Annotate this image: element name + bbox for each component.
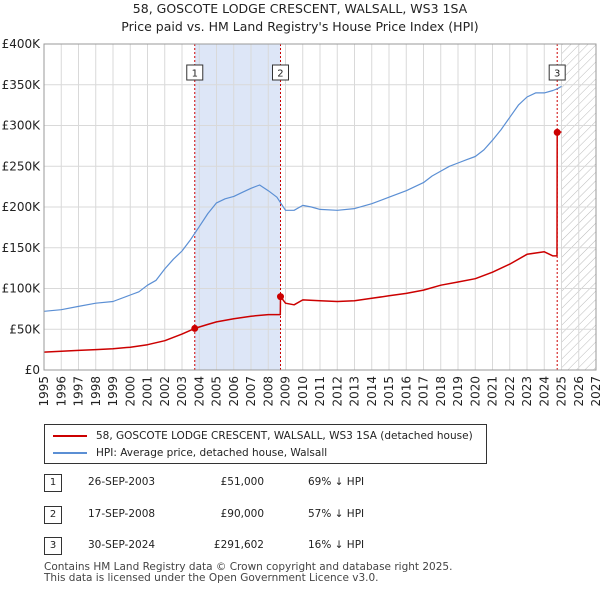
y-tick-label: £200K xyxy=(2,200,42,214)
legend-label-property: 58, GOSCOTE LODGE CRESCENT, WALSALL, WS3… xyxy=(96,430,473,442)
x-tick-label: 2013 xyxy=(348,376,362,407)
x-tick-label: 2017 xyxy=(417,376,431,407)
hpi-series-line xyxy=(43,85,562,312)
title-line-1: 58, GOSCOTE LODGE CRESCENT, WALSALL, WS3… xyxy=(132,1,468,16)
y-tick-label: £350K xyxy=(2,78,42,92)
sale-number: 2 xyxy=(44,506,62,524)
sale-3-label-text: 3 xyxy=(554,69,560,80)
x-tick-label: 2021 xyxy=(486,376,500,407)
x-tick-label: 2016 xyxy=(399,376,413,407)
legend-label-hpi: HPI: Average price, detached house, Wals… xyxy=(96,447,328,459)
sale-hpi-diff: 69% ↓ HPI xyxy=(308,476,365,488)
x-tick-label: 2011 xyxy=(313,376,327,407)
x-tick-label: 2018 xyxy=(434,376,448,407)
sale-price: £90,000 xyxy=(220,508,264,520)
x-tick-label: 2008 xyxy=(261,376,275,407)
sale-1-label-box xyxy=(186,64,204,81)
x-tick-label: 2005 xyxy=(210,376,224,407)
x-tick-label: 2012 xyxy=(330,376,344,407)
y-tick-label: £0 xyxy=(25,363,40,377)
sale-2-point xyxy=(276,293,284,301)
x-tick-label: 2024 xyxy=(537,376,551,407)
sale-2-label-box xyxy=(271,64,289,81)
x-tick-label: 2019 xyxy=(451,376,465,407)
legend-swatch-red xyxy=(53,435,87,437)
sale-1-label-text: 1 xyxy=(192,69,198,80)
y-tick-label: £400K xyxy=(2,38,42,51)
x-tick-label: 2002 xyxy=(158,376,172,407)
sale-date: 26-SEP-2003 xyxy=(88,476,156,488)
sale-hpi-diff: 57% ↓ HPI xyxy=(308,508,365,520)
sale-3-point xyxy=(553,128,561,136)
x-tick-label: 2009 xyxy=(279,376,293,407)
x-tick-label: 2015 xyxy=(382,376,396,407)
sale-number: 3 xyxy=(44,537,62,555)
x-tick-label: 2001 xyxy=(141,376,155,407)
sale-number: 1 xyxy=(44,474,62,492)
sale-price: £51,000 xyxy=(220,476,264,488)
x-tick-label: 2010 xyxy=(296,376,310,407)
footer-line-2: This data is licensed under the Open Gov… xyxy=(44,572,379,584)
x-tick-label: 2020 xyxy=(468,376,482,407)
legend-item-hpi: HPI: Average price, detached house, Wals… xyxy=(53,445,327,461)
y-tick-label: £250K xyxy=(2,159,42,173)
x-tick-label: 2007 xyxy=(244,376,258,407)
legend-item-property: 58, GOSCOTE LODGE CRESCENT, WALSALL, WS3… xyxy=(53,428,473,444)
x-tick-label: 2004 xyxy=(192,376,206,407)
sale-row-3: 3 30-SEP-2024 £291,602 16% ↓ HPI xyxy=(44,537,464,555)
sale-row-1: 1 26-SEP-2003 £51,000 69% ↓ HPI xyxy=(44,474,464,492)
y-tick-label: £300K xyxy=(2,119,42,133)
plot-border xyxy=(43,43,597,371)
footer-attribution: Contains HM Land Registry data © Crown c… xyxy=(44,562,452,584)
title-line-2: Price paid vs. HM Land Registry's House … xyxy=(121,19,479,34)
property-series-line xyxy=(43,131,562,353)
x-tick-label: 2003 xyxy=(175,376,189,407)
x-tick-label: 2006 xyxy=(227,376,241,407)
x-tick-label: 2026 xyxy=(572,376,586,407)
sale-2-label-text: 2 xyxy=(277,69,283,80)
legend: 58, GOSCOTE LODGE CRESCENT, WALSALL, WS3… xyxy=(44,424,487,464)
x-tick-label: 2023 xyxy=(520,376,534,407)
x-tick-label: 2025 xyxy=(555,376,569,407)
sale-date: 17-SEP-2008 xyxy=(88,508,156,520)
y-tick-label: £50K xyxy=(9,322,41,336)
footer-line-1: Contains HM Land Registry data © Crown c… xyxy=(44,561,453,573)
sale-date: 30-SEP-2024 xyxy=(88,539,156,551)
sale-3-label-box xyxy=(548,64,566,81)
x-tick-label: 2000 xyxy=(123,376,137,407)
chart-title: 58, GOSCOTE LODGE CRESCENT, WALSALL, WS3… xyxy=(0,0,600,36)
x-tick-label: 1996 xyxy=(54,376,68,407)
price-chart: £0 £50K £100K £150K £200K £250K £300K £350K £400… xyxy=(2,38,600,407)
x-tick-label: 1997 xyxy=(72,376,86,407)
x-tick-label: 2027 xyxy=(589,376,600,407)
y-tick-label: £150K xyxy=(2,241,42,255)
sale-row-2: 2 17-SEP-2008 £90,000 57% ↓ HPI xyxy=(44,506,464,524)
sale-1-point xyxy=(191,324,199,332)
sale-price: £291,602 xyxy=(213,539,264,551)
x-tick-label: 1999 xyxy=(106,376,120,407)
y-tick-label: £100K xyxy=(2,282,42,296)
sale-hpi-diff: 16% ↓ HPI xyxy=(308,539,365,551)
x-tick-label: 2022 xyxy=(503,376,517,407)
x-tick-label: 1995 xyxy=(37,376,51,407)
legend-swatch-blue xyxy=(53,452,87,454)
x-tick-label: 1998 xyxy=(89,376,103,407)
x-tick-label: 2014 xyxy=(365,376,379,407)
